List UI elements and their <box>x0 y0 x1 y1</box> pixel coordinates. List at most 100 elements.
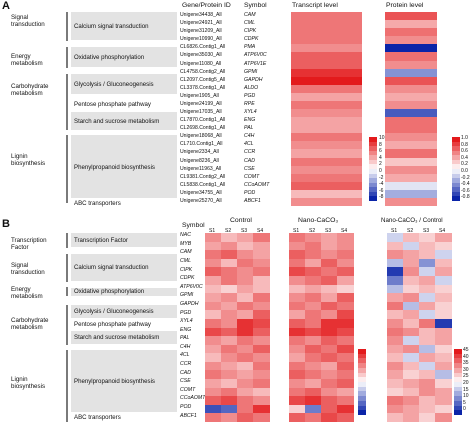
b-ratio-cell <box>387 233 404 243</box>
a-protein-cell <box>385 76 437 86</box>
b-nano-cell <box>289 404 306 414</box>
scale-tick-label: -4 <box>379 181 384 188</box>
scale-tick-label: 0.8 <box>461 141 468 148</box>
b-symbol: 4CL <box>180 352 190 359</box>
b-ratio-cell <box>387 241 404 251</box>
b-category-lignin: Lignin biosynthesis <box>11 376 46 390</box>
scale-swatch <box>369 155 377 161</box>
b-symbol: GPMI <box>180 292 194 299</box>
b-nano-cell <box>305 284 322 294</box>
scale-swatch <box>452 137 460 143</box>
a-symbol: CML <box>244 20 255 27</box>
scale-swatch <box>454 405 462 411</box>
b-control-cell <box>253 258 270 268</box>
scale-swatch <box>369 146 377 152</box>
scale-swatch <box>369 150 377 156</box>
b-nano-cell <box>305 404 322 414</box>
b-ratio-cell <box>387 301 404 311</box>
b-ratio-cell <box>403 336 420 346</box>
b-nano-cell <box>289 361 306 371</box>
b-control-cell <box>221 396 238 406</box>
b-nano-cell <box>305 258 322 268</box>
scale-tick-label: 40 <box>463 353 469 360</box>
scale-swatch <box>369 187 377 193</box>
b-control-cell <box>253 327 270 337</box>
b-ratio-cell <box>403 387 420 397</box>
a-transcript-cell <box>291 181 362 191</box>
stage-label: S2 <box>309 228 316 234</box>
b-nano-cell <box>305 241 322 251</box>
b-ratio-cell <box>435 250 452 260</box>
a-process-phenylpropanoid: Phenylpropanoid biosynthesis <box>74 164 155 171</box>
b-ratio-cell <box>387 344 404 354</box>
b-control-cell <box>205 250 222 260</box>
b-control-cell <box>221 387 238 397</box>
a-gene-id: CL2097.Contig5_All <box>180 76 226 83</box>
scale-tick-label: -0.6 <box>461 187 470 194</box>
b-nano-color-scale <box>358 349 366 416</box>
b-control-cell <box>237 370 254 380</box>
scale-swatch <box>358 382 366 388</box>
a-protein-cell <box>385 100 437 110</box>
b-ratio-cell <box>419 267 436 277</box>
b-ratio-cell <box>403 361 420 371</box>
a-gene-id: Unigene34755_All <box>180 189 222 196</box>
b-ratio-cell <box>435 353 452 363</box>
b-control-cell <box>237 310 254 320</box>
b-control-cell <box>253 250 270 260</box>
b-control-cell <box>253 275 270 286</box>
b-nano-cell <box>289 318 306 328</box>
a-transcript-cell <box>291 173 362 183</box>
scale-tick-label: 30 <box>463 366 469 373</box>
a-protein-cell <box>385 197 437 207</box>
b-ratio-cell <box>403 396 420 406</box>
b-control-cell <box>237 327 254 337</box>
b-nano-cell <box>321 318 338 328</box>
b-ratio-cell <box>435 396 452 406</box>
b-ratio-cell <box>435 301 452 311</box>
b-control-cell <box>221 404 238 414</box>
b-ratio-cell <box>419 318 436 328</box>
b-control-cell <box>237 293 254 303</box>
b-control-cell <box>221 361 238 371</box>
b-ratio-cell <box>403 258 420 268</box>
b-ratio-cell <box>419 284 436 294</box>
b-nano-cell <box>337 250 354 260</box>
b-nano-cell <box>337 258 354 268</box>
b-ratio-cell <box>387 336 404 346</box>
b-symbol: COMT <box>180 386 196 393</box>
scale-tick-label: 5 <box>463 399 466 406</box>
b-ratio-cell <box>403 370 420 380</box>
b-ratio-cell <box>387 284 404 294</box>
b-band-calcium <box>71 254 177 281</box>
b-nano-cell <box>321 284 338 294</box>
b-nano-cell <box>321 379 338 389</box>
b-control-cell <box>253 353 270 363</box>
scale-tick-label: -0.8 <box>461 194 470 201</box>
scale-swatch <box>454 353 462 359</box>
stage-label: S4 <box>439 228 446 234</box>
b-process-tf: Transcription Factor <box>74 237 128 244</box>
b-control-cell <box>253 310 270 320</box>
a-gene-id: Unigene11963_All <box>180 165 222 172</box>
b-nano-cell <box>321 353 338 363</box>
b-nano-cell <box>289 267 306 277</box>
b-ratio-cell <box>387 275 404 286</box>
a-symbol: CIPK <box>244 28 257 35</box>
a-protein-cell <box>385 173 437 183</box>
scale-swatch <box>369 159 377 165</box>
b-nano-cell <box>337 275 354 286</box>
b-process-oxphos: Oxidative phosphorylation <box>74 288 145 295</box>
b-control-cell <box>205 267 222 277</box>
stage-label: S2 <box>225 228 232 234</box>
b-ratio-cell <box>435 293 452 303</box>
b-nano-cell <box>305 327 322 337</box>
b-ratio-cell <box>435 344 452 354</box>
scale-swatch <box>369 141 377 147</box>
scale-swatch <box>452 141 460 147</box>
b-ratio-cell <box>403 353 420 363</box>
b-ratio-cell <box>387 250 404 260</box>
a-category-carbohydrate: Carbohydrate metabolism <box>11 83 49 97</box>
b-ratio-cell <box>435 327 452 337</box>
scale-swatch <box>369 196 377 202</box>
